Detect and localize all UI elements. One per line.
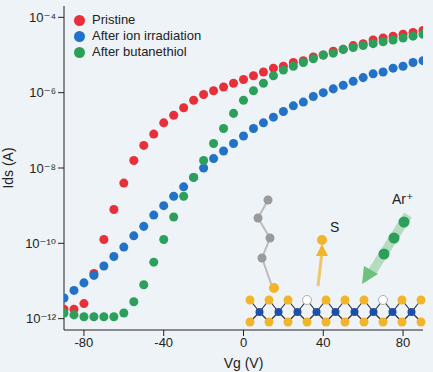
html-text:After butanethiol: After butanethiol: [92, 44, 187, 59]
svg-text:10⁻¹⁰: 10⁻¹⁰: [25, 236, 56, 251]
svg-text:10⁻⁸: 10⁻⁸: [29, 161, 56, 176]
svg-text:-40: -40: [154, 335, 173, 350]
svg-text:0: 0: [240, 335, 247, 350]
svg-text:Ar⁺: Ar⁺: [392, 191, 413, 207]
svg-text:10⁻⁴: 10⁻⁴: [29, 10, 56, 25]
svg-text:S: S: [330, 219, 339, 235]
svg-text:80: 80: [396, 335, 410, 350]
svg-text:40: 40: [316, 335, 330, 350]
svg-text:Vg (V): Vg (V): [224, 355, 264, 371]
svg-text:10⁻¹²: 10⁻¹²: [26, 311, 57, 326]
html-text:After ion irradiation: After ion irradiation: [92, 28, 202, 43]
svg-text:10⁻⁶: 10⁻⁶: [29, 85, 56, 100]
html-text:Pristine: Pristine: [92, 12, 136, 27]
svg-text:-80: -80: [75, 335, 94, 350]
svg-text:Ids (A): Ids (A): [0, 147, 16, 188]
